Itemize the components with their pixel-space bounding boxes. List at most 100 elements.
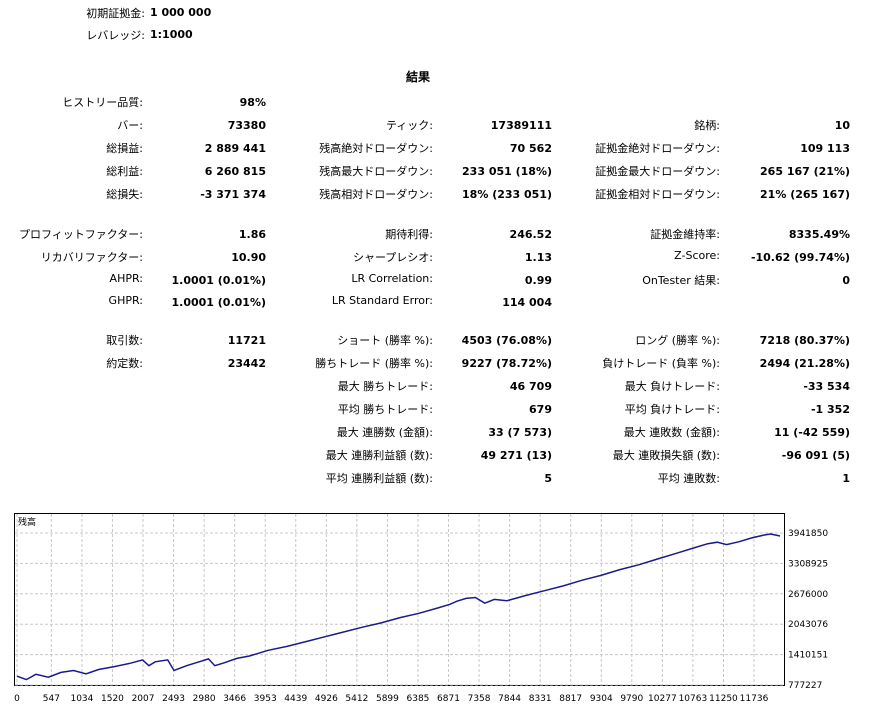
- history-quality-value: 98%: [239, 96, 266, 109]
- profit-factor-value: 1.86: [238, 228, 266, 241]
- profit-trades-label: 勝ちトレード (勝率 %):: [315, 357, 433, 370]
- x-tick-label: 11736: [740, 694, 769, 704]
- balance-dd-max-label: 残高最大ドローダウン:: [319, 165, 433, 178]
- y-tick-label: 3941850: [788, 529, 828, 539]
- leverage-value: 1:1000: [150, 28, 193, 41]
- x-tick-label: 4926: [315, 694, 338, 704]
- gross-profit-value: 6 260 815: [204, 165, 266, 178]
- margin-level-label: 証拠金維持率:: [650, 228, 720, 241]
- y-tick-label: 777227: [788, 681, 822, 691]
- total-trades-label: 取引数:: [106, 334, 143, 347]
- recovery-factor-label: リカバリファクター:: [40, 251, 143, 264]
- profit-trades-value: 9227 (78.72%): [461, 357, 552, 370]
- x-tick-label: 2493: [162, 694, 185, 704]
- avg-consec-losses-value: 1: [842, 472, 850, 485]
- largest-profit-value: 46 709: [509, 380, 552, 393]
- results-title: 結果: [406, 70, 431, 84]
- history-quality-label: ヒストリー品質:: [62, 96, 143, 109]
- x-tick-label: 5412: [345, 694, 368, 704]
- symbols-value: 10: [834, 119, 850, 132]
- ontester-label: OnTester 結果:: [642, 274, 720, 287]
- x-tick-label: 7358: [468, 694, 491, 704]
- balance-dd-abs-label: 残高絶対ドローダウン:: [319, 142, 433, 155]
- ontester-value: 0: [842, 274, 850, 287]
- equity-dd-rel-value: 21% (265 167): [760, 188, 850, 201]
- gross-profit-label: 総利益:: [106, 165, 143, 178]
- x-tick-label: 11250: [709, 694, 738, 704]
- avg-consec-losses-label: 平均 連敗数:: [657, 472, 720, 485]
- total-deals-value: 23442: [227, 357, 266, 370]
- ahpr-label: AHPR:: [109, 272, 143, 285]
- bars-value: 73380: [227, 119, 266, 132]
- balance-dd-rel-value: 18% (233 051): [462, 188, 552, 201]
- leverage-label: レバレッジ:: [86, 29, 145, 42]
- long-trades-label: ロング (勝率 %):: [635, 334, 720, 347]
- zscore-label: Z-Score:: [674, 249, 720, 262]
- lr-corr-value: 0.99: [524, 274, 552, 287]
- avg-loss-label: 平均 負けトレード:: [624, 403, 720, 416]
- chart-frame: [14, 513, 785, 686]
- y-tick-label: 1410151: [788, 651, 828, 661]
- ticks-value: 17389111: [490, 119, 552, 132]
- max-consec-profit-label: 最大 連勝利益額 (数):: [325, 449, 433, 462]
- max-consec-losses-value: 11 (-42 559): [774, 426, 850, 439]
- max-consec-wins-label: 最大 連勝数 (金額):: [336, 426, 433, 439]
- expected-payoff-label: 期待利得:: [385, 228, 433, 241]
- x-tick-label: 547: [43, 694, 60, 704]
- gross-loss-value: -3 371 374: [200, 188, 266, 201]
- x-tick-label: 10763: [679, 694, 708, 704]
- y-tick-label: 2676000: [788, 590, 828, 600]
- x-tick-label: 4439: [284, 694, 307, 704]
- x-tick-label: 9304: [590, 694, 613, 704]
- x-tick-label: 5899: [376, 694, 399, 704]
- net-profit-value: 2 889 441: [204, 142, 266, 155]
- long-trades-value: 7218 (80.37%): [759, 334, 850, 347]
- x-tick-label: 8817: [559, 694, 582, 704]
- gross-loss-label: 総損失:: [106, 188, 143, 201]
- recovery-factor-value: 10.90: [231, 251, 266, 264]
- x-tick-label: 10277: [648, 694, 677, 704]
- zscore-value: -10.62 (99.74%): [750, 251, 850, 264]
- y-tick-label: 2043076: [788, 620, 828, 630]
- ticks-label: ティック:: [385, 119, 433, 132]
- equity-dd-abs-value: 109 113: [800, 142, 850, 155]
- avg-consec-wins-label: 平均 連勝利益額 (数):: [325, 472, 433, 485]
- short-trades-value: 4503 (76.08%): [461, 334, 552, 347]
- total-trades-value: 11721: [227, 334, 266, 347]
- loss-trades-label: 負けトレード (負率 %):: [602, 357, 720, 370]
- max-consec-wins-value: 33 (7 573): [488, 426, 552, 439]
- avg-loss-value: -1 352: [810, 403, 850, 416]
- x-tick-label: 1034: [70, 694, 93, 704]
- x-tick-label: 3953: [254, 694, 277, 704]
- max-consec-loss-label: 最大 連敗損失額 (数):: [612, 449, 720, 462]
- balance-dd-max-value: 233 051 (18%): [462, 165, 552, 178]
- avg-consec-wins-value: 5: [544, 472, 552, 485]
- x-tick-label: 6871: [437, 694, 460, 704]
- x-tick-label: 1520: [101, 694, 124, 704]
- avg-profit-value: 679: [529, 403, 552, 416]
- balance-dd-abs-value: 70 562: [509, 142, 552, 155]
- x-tick-label: 0: [14, 694, 20, 704]
- chart-title: 残高: [18, 516, 36, 528]
- margin-level-value: 8335.49%: [788, 228, 850, 241]
- short-trades-label: ショート (勝率 %):: [337, 334, 433, 347]
- balance-dd-rel-label: 残高相対ドローダウン:: [319, 188, 433, 201]
- sharpe-label: シャープレシオ:: [352, 251, 433, 264]
- sharpe-value: 1.13: [524, 251, 552, 264]
- symbols-label: 銘柄:: [694, 119, 720, 132]
- x-tick-label: 2007: [132, 694, 155, 704]
- total-deals-label: 約定数:: [106, 357, 143, 370]
- equity-dd-max-value: 265 167 (21%): [760, 165, 850, 178]
- x-tick-label: 8331: [529, 694, 552, 704]
- equity-dd-abs-label: 証拠金絶対ドローダウン:: [595, 142, 720, 155]
- expected-payoff-value: 246.52: [509, 228, 552, 241]
- equity-dd-max-label: 証拠金最大ドローダウン:: [595, 165, 720, 178]
- max-consec-losses-label: 最大 連敗数 (金額):: [623, 426, 720, 439]
- max-consec-profit-value: 49 271 (13): [480, 449, 552, 462]
- x-tick-label: 9790: [620, 694, 643, 704]
- bars-label: バー:: [117, 119, 143, 132]
- balance-line: [16, 533, 781, 681]
- largest-profit-label: 最大 勝ちトレード:: [337, 380, 433, 393]
- max-consec-loss-value: -96 091 (5): [781, 449, 850, 462]
- ghpr-value: 1.0001 (0.01%): [171, 296, 267, 309]
